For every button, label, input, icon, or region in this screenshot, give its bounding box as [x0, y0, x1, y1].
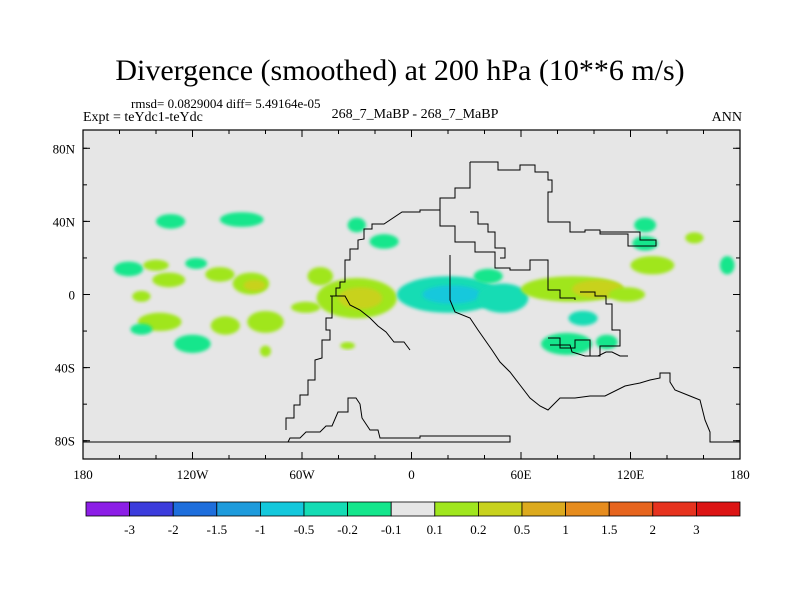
contour-region-25 [632, 236, 658, 251]
contour-region-10 [307, 267, 333, 285]
colorbar-swatch [260, 502, 304, 516]
contour-region-9 [244, 280, 266, 291]
colorbar-label: -0.1 [381, 522, 402, 537]
contour-region-4 [205, 267, 234, 282]
colorbar-swatch [304, 502, 348, 516]
y-tick-label: 80S [55, 434, 75, 449]
contour-region-26 [685, 232, 703, 243]
contour-region-0 [114, 262, 143, 277]
contour-region-16 [422, 285, 480, 303]
contour-region-3 [152, 273, 185, 288]
y-tick-label: 40N [53, 214, 76, 229]
x-tick-label: 120W [177, 467, 210, 482]
contour-region-5 [132, 291, 150, 302]
x-tick-label: 180 [730, 467, 750, 482]
colorbar: -3 -2 -1.5 -1 -0.5 -0.2 -0.1 0.1 0.2 0.5 1 1.5 2 3 [86, 502, 740, 537]
contour-region-7 [156, 214, 185, 229]
contour-region-17 [477, 284, 528, 313]
contour-region-24 [634, 218, 656, 233]
contour-region-12 [370, 234, 399, 249]
colorbar-swatch [478, 502, 522, 516]
colorbar-swatch [609, 502, 653, 516]
contour-region-35 [130, 324, 152, 335]
contour-region-22 [609, 287, 646, 302]
colorbar-label: 0.5 [514, 522, 530, 537]
contour-region-23 [568, 311, 597, 326]
colorbar-swatch [696, 502, 740, 516]
colorbar-swatch [522, 502, 566, 516]
colorbar-swatch [173, 502, 217, 516]
x-tick-label: 60E [511, 467, 532, 482]
colorbar-label: -2 [168, 522, 179, 537]
y-tick-label: 80N [53, 141, 76, 156]
colorbar-swatch [217, 502, 261, 516]
contour-region-27 [720, 256, 735, 274]
colorbar-label: 1.5 [601, 522, 617, 537]
contour-region-14 [339, 287, 383, 309]
contour-region-18 [474, 269, 503, 284]
colorbar-label: -1 [255, 522, 266, 537]
colorbar-swatch [130, 502, 174, 516]
colorbar-swatch [348, 502, 392, 516]
colorbar-label: 2 [650, 522, 657, 537]
contour-region-2 [143, 260, 169, 271]
colorbar-swatch [566, 502, 610, 516]
contour-region-33 [291, 302, 320, 313]
x-tick-label: 60W [289, 467, 315, 482]
colorbar-label: 0.2 [470, 522, 486, 537]
y-tick-label: 0 [69, 288, 76, 303]
colorbar-swatch [391, 502, 435, 516]
colorbar-swatch [435, 502, 479, 516]
contour-region-11 [348, 218, 366, 233]
colorbar-label: 0.1 [427, 522, 443, 537]
colorbar-swatch [86, 502, 130, 516]
colorbar-label: 1 [562, 522, 569, 537]
contour-region-34 [174, 335, 211, 353]
colorbar-label: -0.2 [337, 522, 358, 537]
contour-region-29 [596, 335, 618, 350]
map-chart: 180 120W 60W 0 60E 120E 18080N40N040S80S -3 -2-… [0, 0, 800, 600]
contour-region-31 [211, 316, 240, 334]
colorbar-label: -3 [124, 522, 135, 537]
contour-region-1 [185, 258, 207, 269]
contour-region-28 [541, 333, 592, 355]
colorbar-swatch [653, 502, 697, 516]
contour-region-32 [247, 311, 284, 333]
x-tick-label: 0 [408, 467, 415, 482]
contour-region-6 [220, 212, 264, 227]
colorbar-label: 3 [693, 522, 700, 537]
colorbar-label: -0.5 [294, 522, 315, 537]
x-tick-label: 180 [73, 467, 93, 482]
y-tick-label: 40S [55, 361, 75, 376]
contour-region-37 [340, 342, 355, 349]
colorbar-label: -1.5 [207, 522, 228, 537]
contour-region-21 [631, 256, 675, 274]
contour-region-36 [260, 346, 271, 357]
x-tick-label: 120E [617, 467, 645, 482]
